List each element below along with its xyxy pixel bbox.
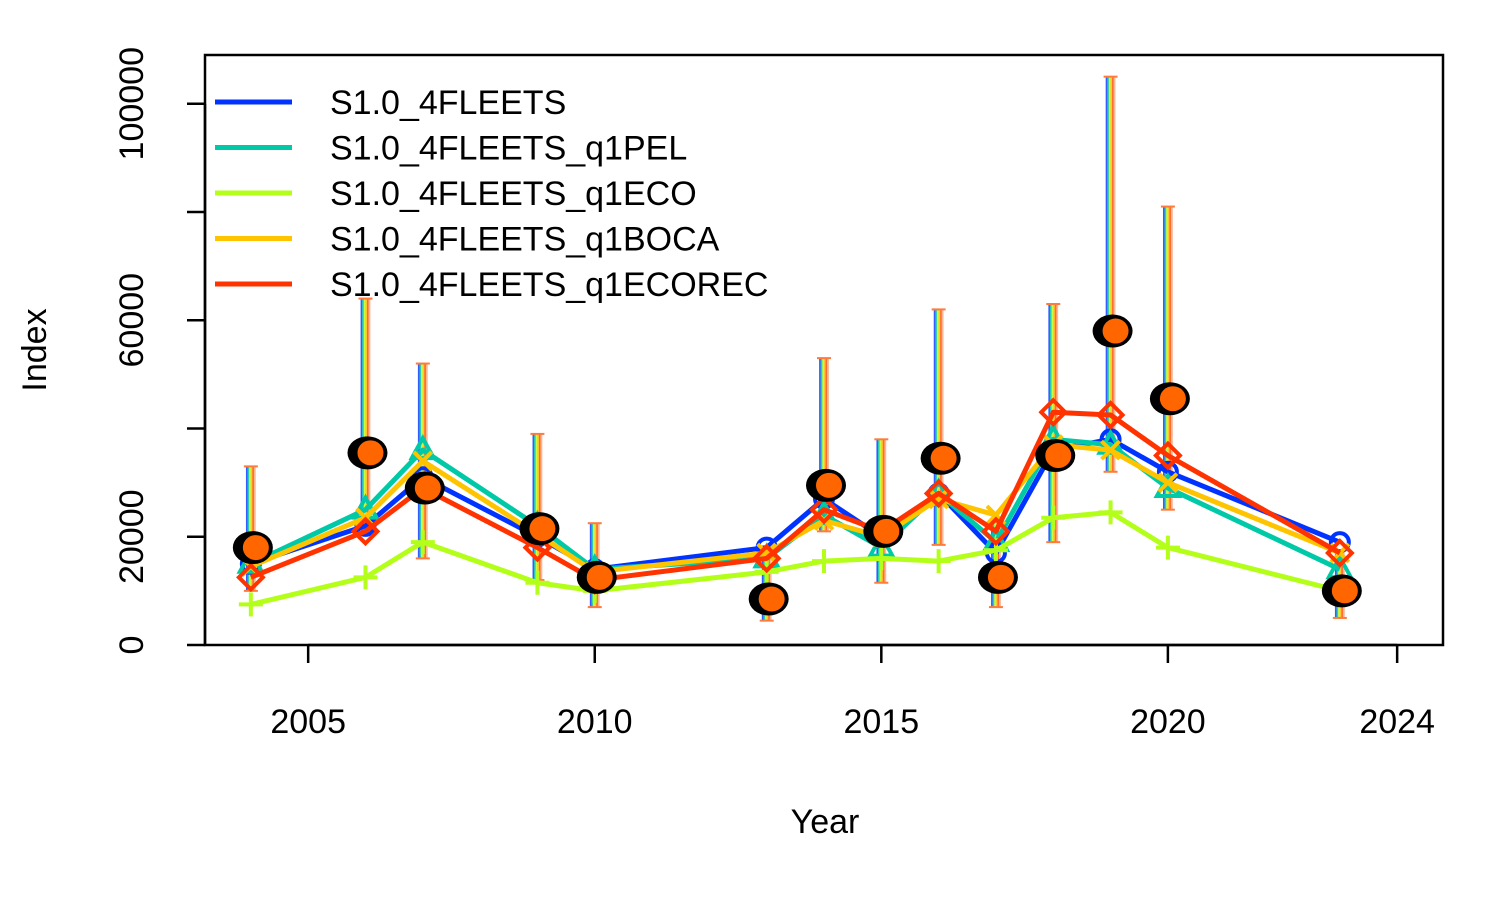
x-tick-label: 2005 <box>270 703 346 741</box>
observed-point <box>977 560 1018 594</box>
observed-point-fill <box>529 516 556 542</box>
y-axis-title: Index <box>16 308 54 391</box>
observed-point <box>1035 439 1076 473</box>
series-point <box>236 562 266 593</box>
observed-point <box>576 560 617 594</box>
observed-point-fill <box>357 440 384 466</box>
observed-point <box>863 514 904 548</box>
x-axis-title: Year <box>791 803 860 841</box>
observed-point <box>920 441 961 475</box>
observed-point <box>1092 314 1133 348</box>
series-point <box>410 530 435 555</box>
observed-point-fill <box>1045 443 1072 469</box>
observed-point <box>347 436 388 470</box>
legend-item: S1.0_4FLEETS_q1BOCA <box>215 221 720 259</box>
series-point <box>751 543 782 574</box>
legend-item: S1.0_4FLEETS_q1ECO <box>215 175 697 213</box>
observed-point-fill <box>586 564 613 590</box>
observed-points <box>232 314 1362 616</box>
observed-point-fill <box>758 586 785 612</box>
legend-item: S1.0_4FLEETS <box>215 84 566 122</box>
observed-point-fill <box>242 535 269 561</box>
series-point <box>928 488 950 510</box>
y-axis: 0 20000 60000 100000 <box>113 47 207 655</box>
series-line <box>249 436 1341 572</box>
x-tick-label: 2010 <box>557 703 633 741</box>
error-bar <box>931 308 946 546</box>
series-point <box>923 478 954 509</box>
x-tick-label: 2020 <box>1130 703 1206 741</box>
y-tick-label: 60000 <box>113 273 151 368</box>
series-point <box>1157 472 1179 494</box>
legend-item: S1.0_4FLEETS_q1PEL <box>215 130 687 168</box>
observed-point-fill <box>1159 386 1186 412</box>
series-point <box>1038 397 1069 428</box>
observed-point <box>1149 382 1190 416</box>
observed-point <box>806 468 846 502</box>
y-tick-label: 0 <box>113 636 151 655</box>
series-point <box>1041 505 1066 530</box>
series-point <box>412 450 434 472</box>
legend: S1.0_4FLEETS S1.0_4FLEETS_q1PEL S1.0_4FLEE… <box>215 84 768 304</box>
observed-point <box>232 531 273 565</box>
series-point <box>869 546 894 571</box>
series-point <box>812 549 836 574</box>
legend-label: S1.0_4FLEETS_q1BOCA <box>330 221 720 259</box>
y-tick-label: 100000 <box>113 47 151 160</box>
observed-point <box>519 512 560 546</box>
legend-label: S1.0_4FLEETS_q1PEL <box>330 130 687 168</box>
legend-label: S1.0_4FLEETS_q1ECO <box>330 175 697 213</box>
error-bar <box>358 297 373 533</box>
series-point <box>1095 400 1126 430</box>
series-3 <box>238 500 1352 617</box>
series-point <box>809 494 839 525</box>
series-layer <box>236 397 1355 617</box>
series-point <box>1153 440 1183 471</box>
x-tick-label: 2015 <box>843 703 919 741</box>
observed-point-fill <box>816 472 842 498</box>
observed-point-fill <box>1331 578 1358 604</box>
y-tick-label: 20000 <box>113 489 151 584</box>
legend-label: S1.0_4FLEETS <box>330 84 566 122</box>
series-point <box>350 516 381 547</box>
series-1 <box>239 428 1351 581</box>
x-tick-label: 2024 <box>1359 703 1435 741</box>
observed-point-fill <box>873 518 900 544</box>
series-line <box>249 442 1341 575</box>
series-point <box>238 592 263 617</box>
observed-point-fill <box>930 445 957 471</box>
series-point <box>1098 500 1123 525</box>
observed-point-fill <box>1102 318 1129 344</box>
observed-point <box>748 582 789 616</box>
error-bar <box>1160 205 1175 511</box>
series-point <box>1100 439 1121 461</box>
observed-point-fill <box>414 475 441 501</box>
legend-label: S1.0_4FLEETS_q1ECOREC <box>330 266 768 304</box>
series-4 <box>240 434 1351 583</box>
series-point <box>926 549 951 574</box>
x-axis: 2005 2010 2015 2020 2024 <box>270 643 1435 741</box>
series-point <box>353 565 378 590</box>
series-point <box>981 516 1011 547</box>
series-point <box>1325 538 1355 568</box>
legend-item: S1.0_4FLEETS_q1ECOREC <box>215 266 768 304</box>
series-point <box>1155 535 1180 560</box>
observed-point-fill <box>987 564 1014 590</box>
series-point <box>525 570 550 595</box>
observed-point <box>404 471 445 505</box>
observed-point <box>1321 574 1362 608</box>
